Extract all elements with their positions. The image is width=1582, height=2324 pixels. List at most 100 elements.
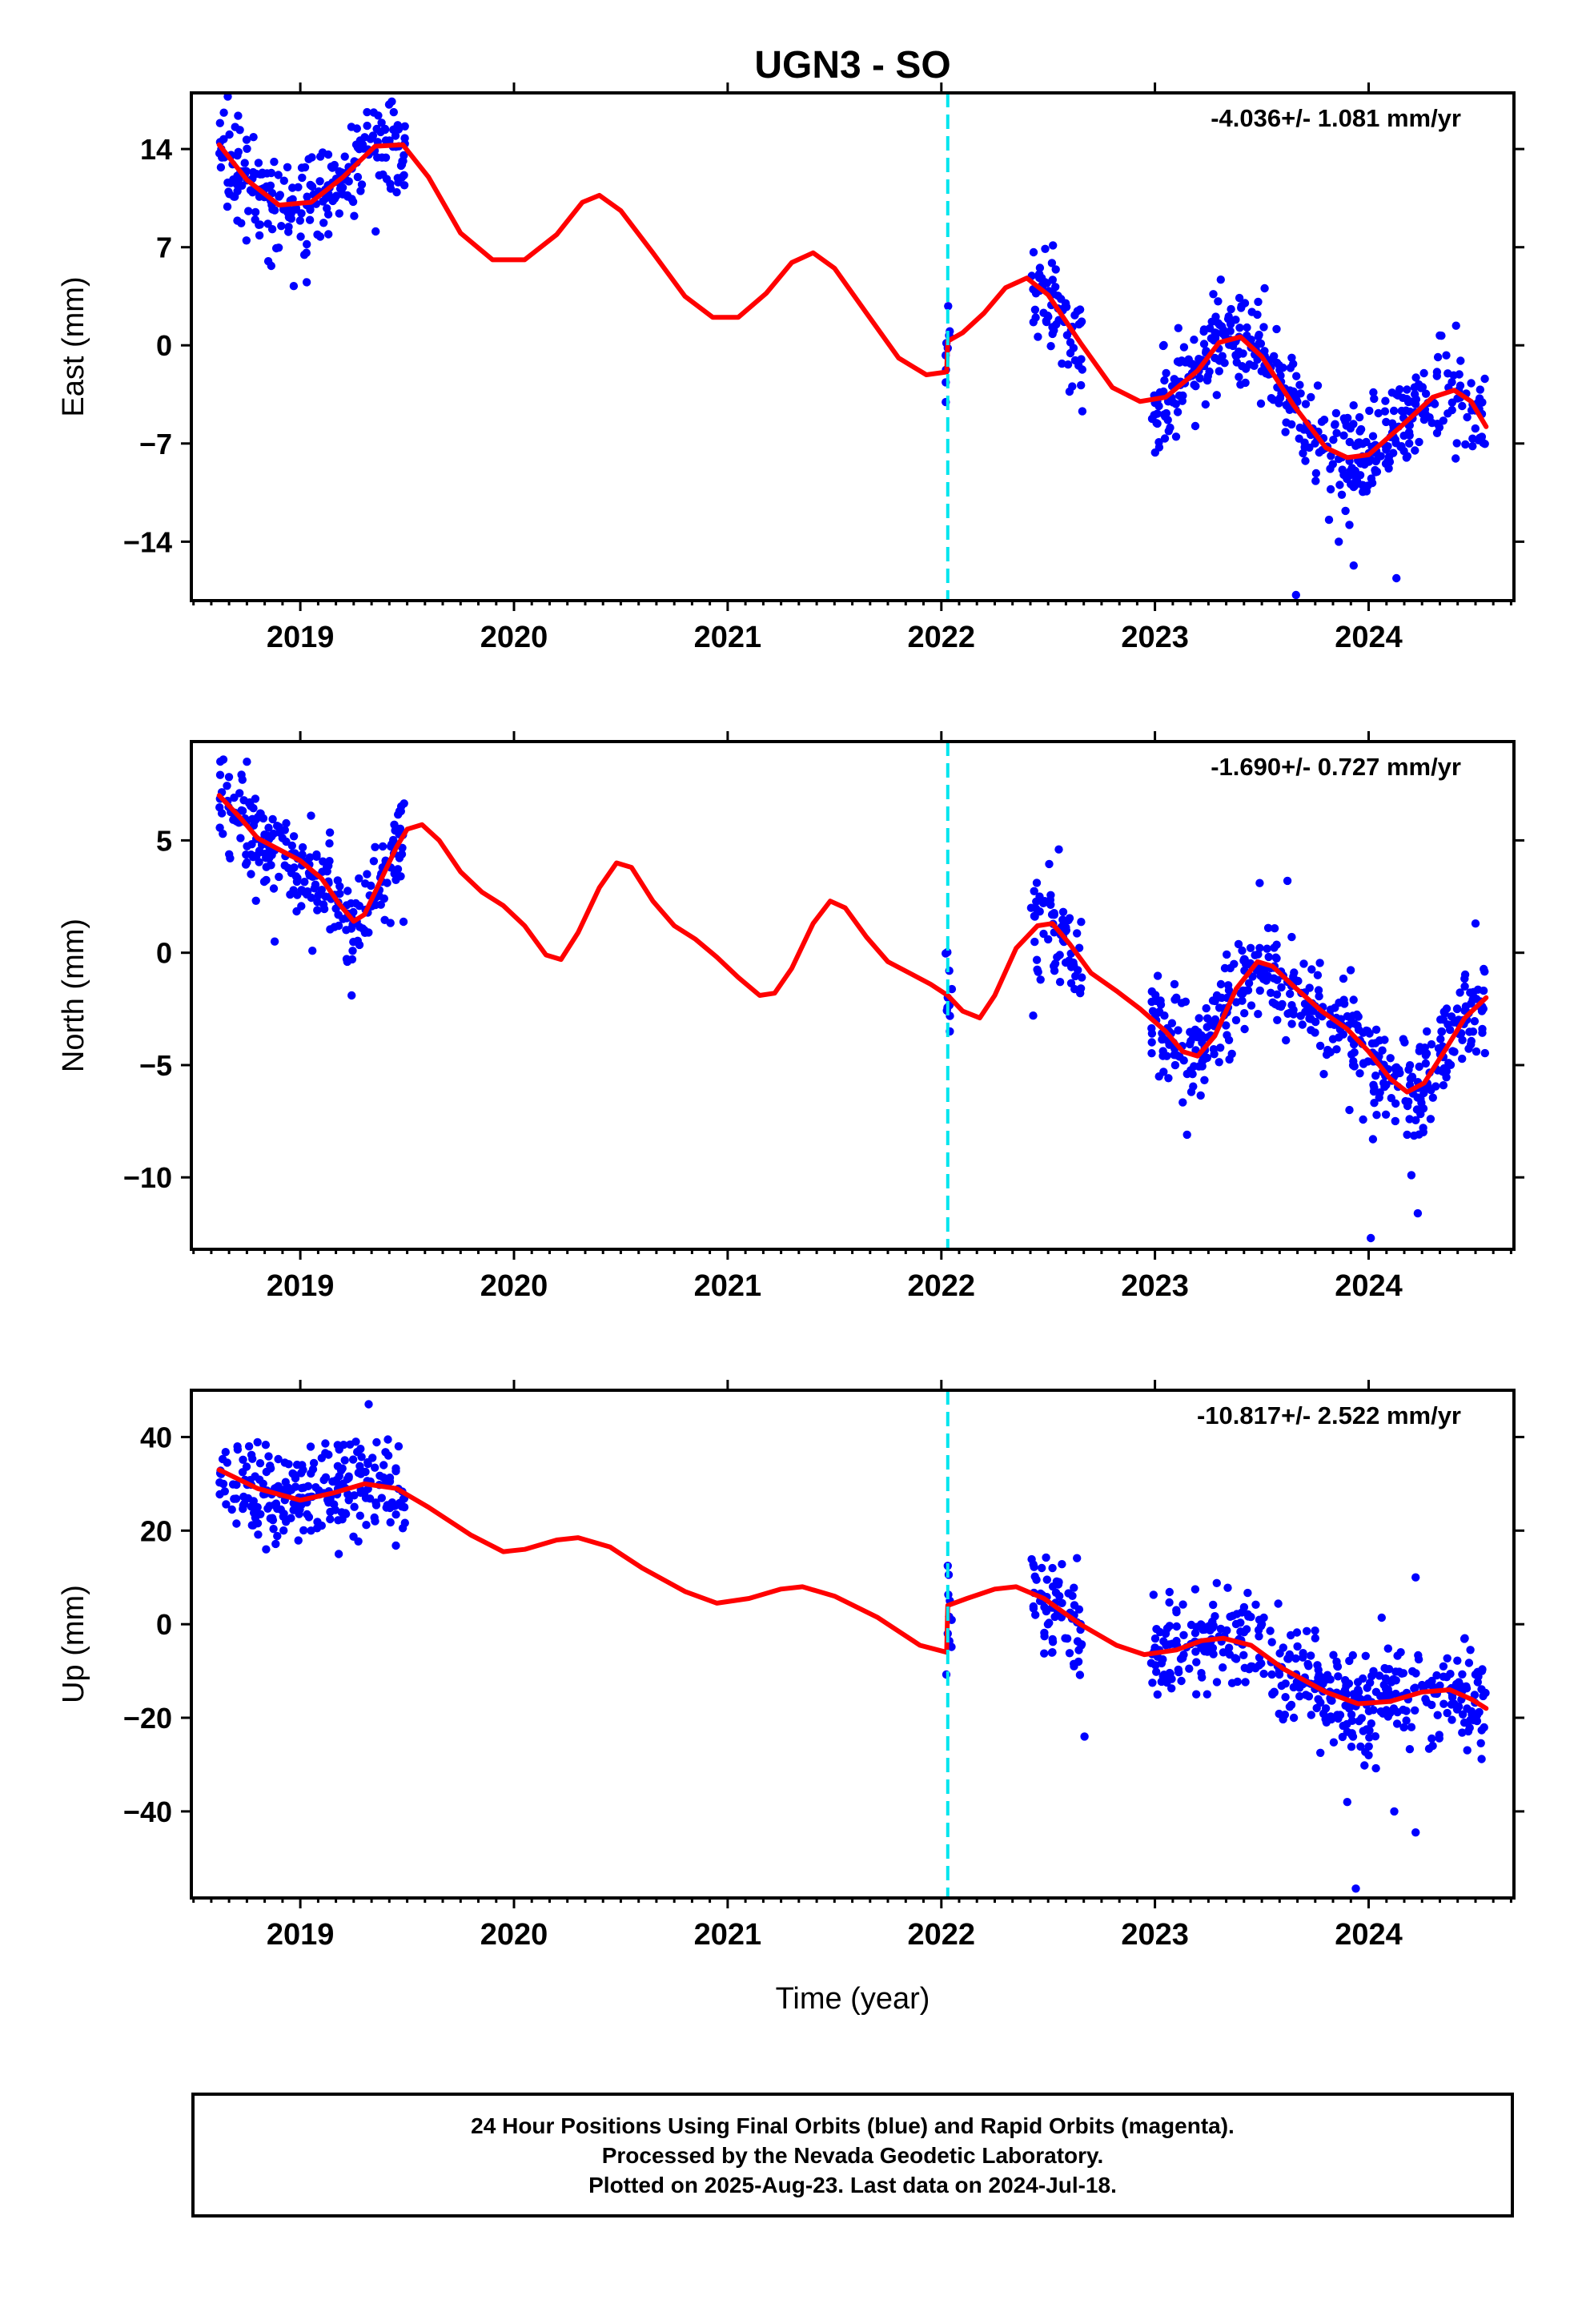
east-data-point [1147, 414, 1157, 424]
north-data-point [1413, 1208, 1423, 1218]
north-data-point [1246, 943, 1255, 953]
north-data-point [1050, 909, 1058, 918]
east-data-point [1371, 465, 1379, 475]
east-data-point [288, 183, 297, 192]
east-data-point [350, 211, 359, 220]
east-data-point [1391, 439, 1400, 448]
north-data-point [361, 879, 370, 888]
east-data-point [223, 178, 232, 187]
up-data-point [1321, 1704, 1331, 1713]
up-data-point [1384, 1665, 1394, 1674]
north-data-point [1478, 1028, 1487, 1037]
up-data-point [215, 1490, 224, 1499]
east-data-point [353, 172, 363, 182]
up-data-point [1247, 1662, 1255, 1671]
north-data-point [1287, 1001, 1296, 1010]
north-data-point [1468, 995, 1477, 1004]
north-data-point [1315, 991, 1323, 1001]
up-data-point [299, 1483, 308, 1492]
north-data-point [1223, 981, 1233, 990]
north-data-point [1283, 876, 1292, 886]
up-data-point [1192, 1658, 1201, 1667]
up-data-point [1389, 1675, 1398, 1684]
up-data-point [1435, 1731, 1443, 1739]
east-data-point [1411, 373, 1420, 382]
up-data-point [253, 1437, 262, 1447]
north-data-point [1071, 971, 1080, 981]
up-data-point [335, 1445, 343, 1454]
north-data-point [239, 796, 248, 805]
up-data-point [232, 1480, 241, 1490]
up-data-point [222, 1500, 231, 1509]
east-data-point [1478, 398, 1487, 407]
east-data-point [355, 136, 364, 145]
up-data-point [1149, 1590, 1158, 1599]
east-data-point [267, 168, 276, 178]
east-data-point [1232, 351, 1241, 360]
north-data-point [1263, 971, 1272, 980]
east-y-tick-label: −7 [139, 428, 172, 460]
up-data-point [1074, 1605, 1084, 1614]
north-data-point [1234, 939, 1243, 949]
up-data-point [341, 1509, 350, 1518]
east-data-point [340, 152, 349, 161]
north-data-point [1442, 1073, 1451, 1082]
east-data-point [1443, 369, 1452, 378]
east-data-point [1421, 389, 1431, 398]
up-data-point [1242, 1625, 1251, 1634]
up-data-point [361, 1467, 370, 1477]
east-data-point [381, 153, 391, 162]
east-data-point [1238, 362, 1247, 371]
caption-line-1: 24 Hour Positions Using Final Orbits (bl… [471, 2113, 1235, 2138]
up-data-point [338, 1464, 347, 1473]
east-data-point [1272, 358, 1282, 368]
east-data-point [1199, 327, 1208, 336]
east-data-point [1471, 424, 1480, 433]
east-data-point [1345, 437, 1355, 447]
east-data-point [1326, 485, 1335, 494]
north-data-point [1033, 965, 1042, 975]
north-data-point [255, 858, 263, 866]
east-data-point [376, 127, 385, 137]
east-data-point [1287, 420, 1296, 429]
east-data-point [1255, 330, 1263, 340]
north-data-point [1349, 1039, 1359, 1049]
up-data-point [334, 1516, 343, 1525]
up-data-point [1192, 1690, 1201, 1699]
east-x-tick-label: 2024 [1335, 621, 1403, 654]
east-data-point [391, 131, 400, 140]
north-x-tick-label: 2019 [267, 1269, 335, 1303]
north-data-point [1215, 1058, 1223, 1067]
up-data-point [1386, 1709, 1395, 1718]
north-data-point [1340, 999, 1349, 1008]
east-data-point [374, 111, 383, 120]
east-data-point [1437, 332, 1446, 340]
figure-title: UGN3 - SO [754, 44, 950, 86]
up-data-point [248, 1454, 257, 1463]
north-data-point [331, 904, 340, 913]
east-data-point [1289, 387, 1298, 396]
north-data-point [251, 794, 260, 803]
north-data-point [1277, 983, 1286, 992]
east-data-point [1355, 438, 1363, 447]
north-data-point [319, 900, 328, 909]
north-data-point [255, 847, 264, 857]
north-data-point [1436, 1035, 1445, 1043]
up-data-point [1200, 1647, 1209, 1656]
up-data-point [386, 1518, 395, 1527]
north-data-point [1460, 982, 1469, 991]
east-data-point [249, 133, 258, 142]
north-data-point [1209, 1045, 1219, 1054]
north-data-point [1240, 1009, 1249, 1018]
north-y-tick-label: −10 [123, 1161, 172, 1194]
east-data-point [277, 222, 286, 231]
up-data-point [1450, 1699, 1459, 1708]
north-data-point [1196, 1091, 1205, 1100]
east-data-point [1349, 561, 1359, 570]
up-data-point [1042, 1575, 1052, 1584]
north-data-point [1465, 1027, 1474, 1036]
north-data-point [1223, 1031, 1231, 1039]
north-data-point [1078, 973, 1086, 982]
north-data-point [1287, 1019, 1296, 1028]
up-data-point [268, 1516, 278, 1525]
